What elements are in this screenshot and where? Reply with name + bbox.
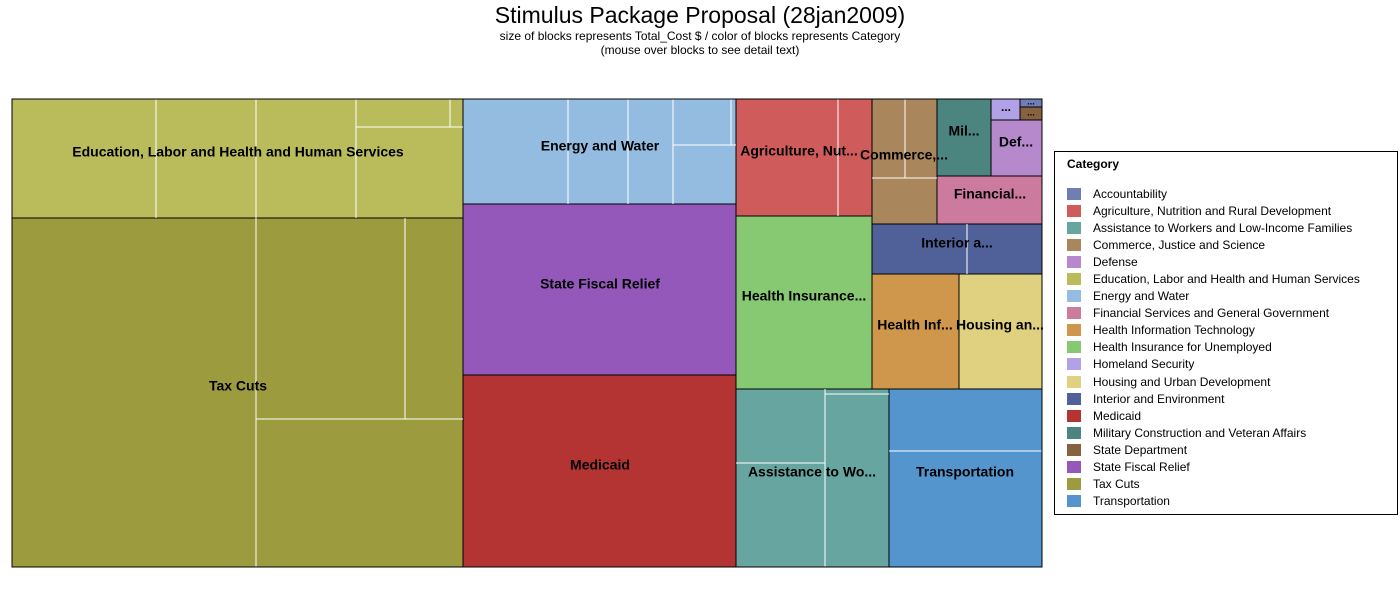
legend-item: State Department (1067, 441, 1360, 458)
legend-label: Energy and Water (1093, 289, 1190, 304)
legend: Category Accountability Agriculture, Nutr… (1054, 151, 1398, 515)
legend-item: Financial Services and General Governmen… (1067, 305, 1360, 322)
legend-swatch (1067, 392, 1081, 405)
legend-swatch (1067, 341, 1081, 354)
treemap-block[interactable] (871, 273, 960, 390)
legend-item: Military Construction and Veteran Affair… (1067, 424, 1360, 441)
treemap-block-label: Interior a... (921, 235, 993, 251)
treemap-block[interactable] (990, 119, 1043, 177)
legend-item: Transportation (1067, 493, 1360, 510)
treemap-block[interactable] (735, 388, 890, 568)
legend-swatch (1067, 307, 1081, 320)
treemap-block-label: Medicaid (570, 457, 630, 473)
legend-swatch (1067, 426, 1081, 439)
legend-item: Homeland Security (1067, 356, 1360, 373)
legend-label: Military Construction and Veteran Affair… (1093, 425, 1307, 440)
treemap-block[interactable] (735, 215, 873, 390)
legend-label: Transportation (1093, 494, 1170, 509)
legend-item: Education, Labor and Health and Human Se… (1067, 270, 1360, 287)
treemap-block-label: Def... (999, 134, 1033, 150)
legend-item: Defense (1067, 253, 1360, 270)
treemap-block-label: Education, Labor and Health and Human Se… (72, 144, 404, 160)
treemap-chart: Tax Cuts Education, Labor and Health and … (11, 96, 1044, 568)
legend-label: Financial Services and General Governmen… (1093, 306, 1330, 321)
legend-label: Housing and Urban Development (1093, 374, 1271, 389)
legend-swatch (1067, 221, 1081, 234)
legend-label: Homeland Security (1093, 357, 1195, 372)
legend-item: Medicaid (1067, 407, 1360, 424)
chart-subtitle-hint: (mouse over blocks to see detail text) (600, 43, 800, 57)
treemap-block[interactable] (871, 223, 1043, 275)
legend-swatch (1067, 273, 1081, 286)
legend-swatch (1067, 478, 1081, 491)
treemap-frame (11, 98, 1043, 568)
treemap-block[interactable] (462, 374, 737, 568)
treemap-block-label: Transportation (916, 464, 1014, 480)
chart-subtitle: size of blocks represents Total_Cost $ /… (499, 29, 901, 43)
treemap-block[interactable] (888, 388, 1043, 568)
legend-swatch (1067, 255, 1081, 268)
treemap-block[interactable] (936, 175, 1043, 225)
legend-swatch (1067, 443, 1081, 456)
legend-label: Accountability (1093, 186, 1168, 201)
legend-title: Category (1067, 157, 1120, 171)
legend-item: Housing and Urban Development (1067, 373, 1360, 390)
legend-label: Education, Labor and Health and Human Se… (1093, 272, 1360, 287)
legend-label: Assistance to Workers and Low-Income Fam… (1093, 220, 1353, 235)
legend-label: Health Insurance for Unemployed (1093, 340, 1272, 355)
treemap-block-label: Housing an... (956, 317, 1044, 333)
treemap-block-label: Assistance to Wo... (748, 464, 876, 480)
treemap-block[interactable] (11, 217, 464, 568)
treemap-block[interactable] (936, 98, 992, 177)
treemap-block-label: State Fiscal Relief (540, 276, 660, 292)
legend-swatch (1067, 375, 1081, 388)
legend-swatch (1067, 409, 1081, 422)
legend-item: State Fiscal Relief (1067, 459, 1360, 476)
treemap-block-label: ... (1001, 100, 1011, 114)
treemap-block-label: Agriculture, Nut... (740, 143, 857, 159)
treemap-block-label: ... (1027, 96, 1035, 106)
treemap-block-label: Health Inf... (877, 317, 952, 333)
legend-label: Commerce, Justice and Science (1093, 237, 1266, 252)
legend-item: Energy and Water (1067, 288, 1360, 305)
treemap-block[interactable] (462, 98, 737, 205)
chart-title: Stimulus Package Proposal (28jan2009) (494, 2, 906, 28)
legend-item: Accountability (1067, 185, 1360, 202)
legend-item: Health Information Technology (1067, 322, 1360, 339)
legend-label: Interior and Environment (1093, 391, 1225, 406)
legend-swatch (1067, 238, 1081, 251)
treemap-block[interactable] (958, 273, 1043, 390)
legend-label: State Fiscal Relief (1093, 460, 1190, 475)
treemap-block-label: ... (1027, 107, 1035, 117)
legend-label: Tax Cuts (1093, 477, 1140, 492)
treemap-block-label: Financial... (954, 186, 1026, 202)
legend-label: Health Information Technology (1093, 323, 1255, 338)
legend-items: Accountability Agriculture, Nutrition and… (1067, 185, 1360, 510)
legend-label: Defense (1093, 254, 1138, 269)
legend-swatch (1067, 358, 1081, 371)
legend-swatch (1067, 495, 1081, 508)
treemap-block-label: Mil... (948, 123, 979, 139)
legend-swatch (1067, 461, 1081, 474)
legend-item: Tax Cuts (1067, 476, 1360, 493)
legend-item: Commerce, Justice and Science (1067, 236, 1360, 253)
legend-swatch (1067, 324, 1081, 337)
legend-swatch (1067, 290, 1081, 303)
treemap-block-label: Health Insurance... (742, 288, 866, 304)
legend-item: Health Insurance for Unemployed (1067, 339, 1360, 356)
legend-item: Agriculture, Nutrition and Rural Develop… (1067, 202, 1360, 219)
legend-item: Interior and Environment (1067, 390, 1360, 407)
treemap-block-label: Tax Cuts (209, 378, 267, 394)
legend-swatch (1067, 204, 1081, 217)
legend-label: State Department (1093, 442, 1188, 457)
legend-label: Agriculture, Nutrition and Rural Develop… (1093, 203, 1332, 218)
legend-item: Assistance to Workers and Low-Income Fam… (1067, 219, 1360, 236)
legend-label: Medicaid (1093, 408, 1142, 423)
legend-swatch (1067, 187, 1081, 200)
treemap-block-label: Commerce,... (860, 147, 948, 163)
treemap-block-label: Energy and Water (541, 138, 660, 154)
